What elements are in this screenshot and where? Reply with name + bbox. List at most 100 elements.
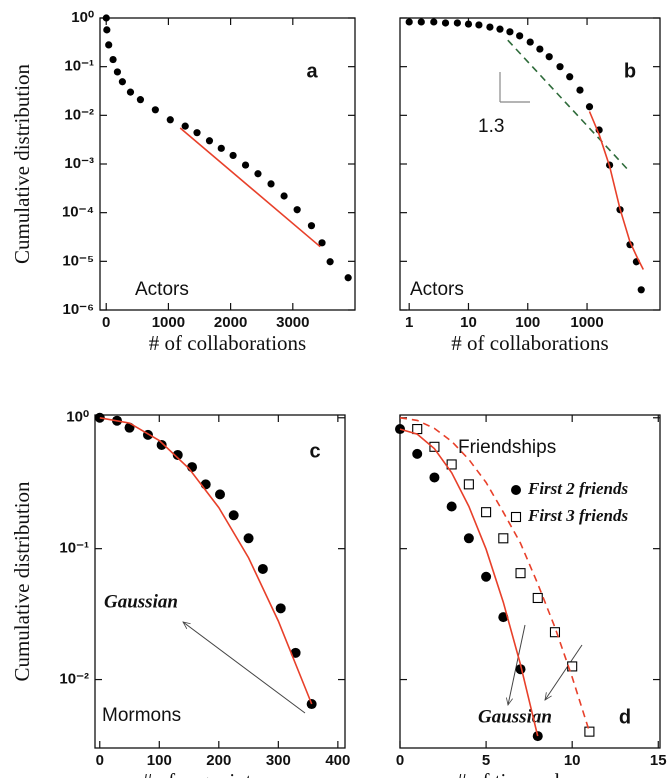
panel-label: c [309,440,320,462]
x-axis-label: # of times chosen [456,769,604,778]
annotation: Gaussian [478,706,552,727]
y-tick-label: 10⁻² [59,671,89,688]
x-tick-label: 100 [515,314,540,331]
y-axis-label: Cumulative distribution [10,481,34,682]
y-tick-label: 10⁻³ [64,155,94,172]
point [498,612,509,623]
point [205,137,214,145]
x-tick-label: 10 [564,752,581,769]
annotation: Actors [410,279,464,300]
x-tick-label: 1000 [152,314,185,331]
point [526,38,534,46]
x-tick-label: 2000 [214,314,247,331]
point [464,20,473,28]
annotation: Gaussian [104,591,178,612]
point [536,45,544,53]
legend-marker [510,511,522,523]
point [124,422,135,433]
plot-frame [399,17,661,311]
point [441,19,450,27]
point [486,23,494,31]
point [545,53,553,61]
point [257,563,268,574]
point [496,25,504,33]
point [475,21,483,29]
x-axis-label: # of acquaintances [142,769,298,778]
point [136,96,145,104]
plot-frame [94,414,346,749]
point [94,412,105,423]
point [516,32,524,40]
point [126,88,135,96]
point [576,86,584,94]
fit-line [99,417,313,705]
x-axis-label: # of collaborations [149,331,306,355]
legend-title: Friendships [458,437,556,458]
point [275,603,286,614]
point [200,479,211,490]
x-tick-label: 0 [396,752,404,769]
plot-frame [399,414,661,749]
y-tick-label: 10⁻⁶ [62,301,94,318]
panel-label: b [624,60,636,82]
point [293,206,301,214]
panel-label: a [306,60,318,82]
point [217,144,225,152]
point [566,73,574,81]
x-tick-label: 1000 [570,314,603,331]
point [243,533,254,544]
point [306,699,317,710]
x-tick-label: 10 [460,314,477,331]
point [229,151,237,160]
fit-line [507,39,629,171]
fit-line [399,428,539,737]
point [105,41,113,49]
point [307,222,316,230]
point [453,19,461,27]
point [481,571,492,582]
square-point [515,568,526,579]
x-tick-label: 100 [147,752,172,769]
x-tick-label: 300 [266,752,291,769]
point [412,448,423,459]
legend-label: First 3 friends [527,506,629,525]
annotation: Actors [135,279,189,300]
y-tick-label: 10⁻⁴ [62,204,94,221]
annotation: 1.3 [478,116,504,137]
point [193,129,201,137]
point [109,55,117,64]
y-tick-label: 10⁻¹ [59,540,89,557]
x-tick-label: 1 [405,314,413,331]
point [417,18,425,26]
x-tick-label: 15 [650,752,667,769]
point [463,533,474,544]
legend-marker [511,485,521,495]
point [113,68,122,76]
point [280,192,288,200]
arrow [508,624,526,705]
fit-line [588,111,645,270]
fit-line [399,417,591,732]
point [405,18,413,26]
square-point [446,459,457,470]
y-tick-label: 10⁻² [64,106,94,123]
point [429,472,440,483]
point [103,26,111,34]
square-point [429,441,440,452]
square-point [412,424,423,435]
x-tick-label: 5 [482,752,490,769]
point [267,180,275,188]
point [506,28,514,36]
point [172,449,183,460]
x-tick-label: 0 [96,752,104,769]
point [156,439,167,450]
x-tick-label: 400 [325,752,350,769]
x-tick-label: 0 [102,314,110,331]
fit-line [179,127,321,248]
annotation: Mormons [102,705,181,726]
x-tick-label: 200 [206,752,231,769]
point [344,274,352,282]
point [430,18,438,26]
point [241,161,250,169]
